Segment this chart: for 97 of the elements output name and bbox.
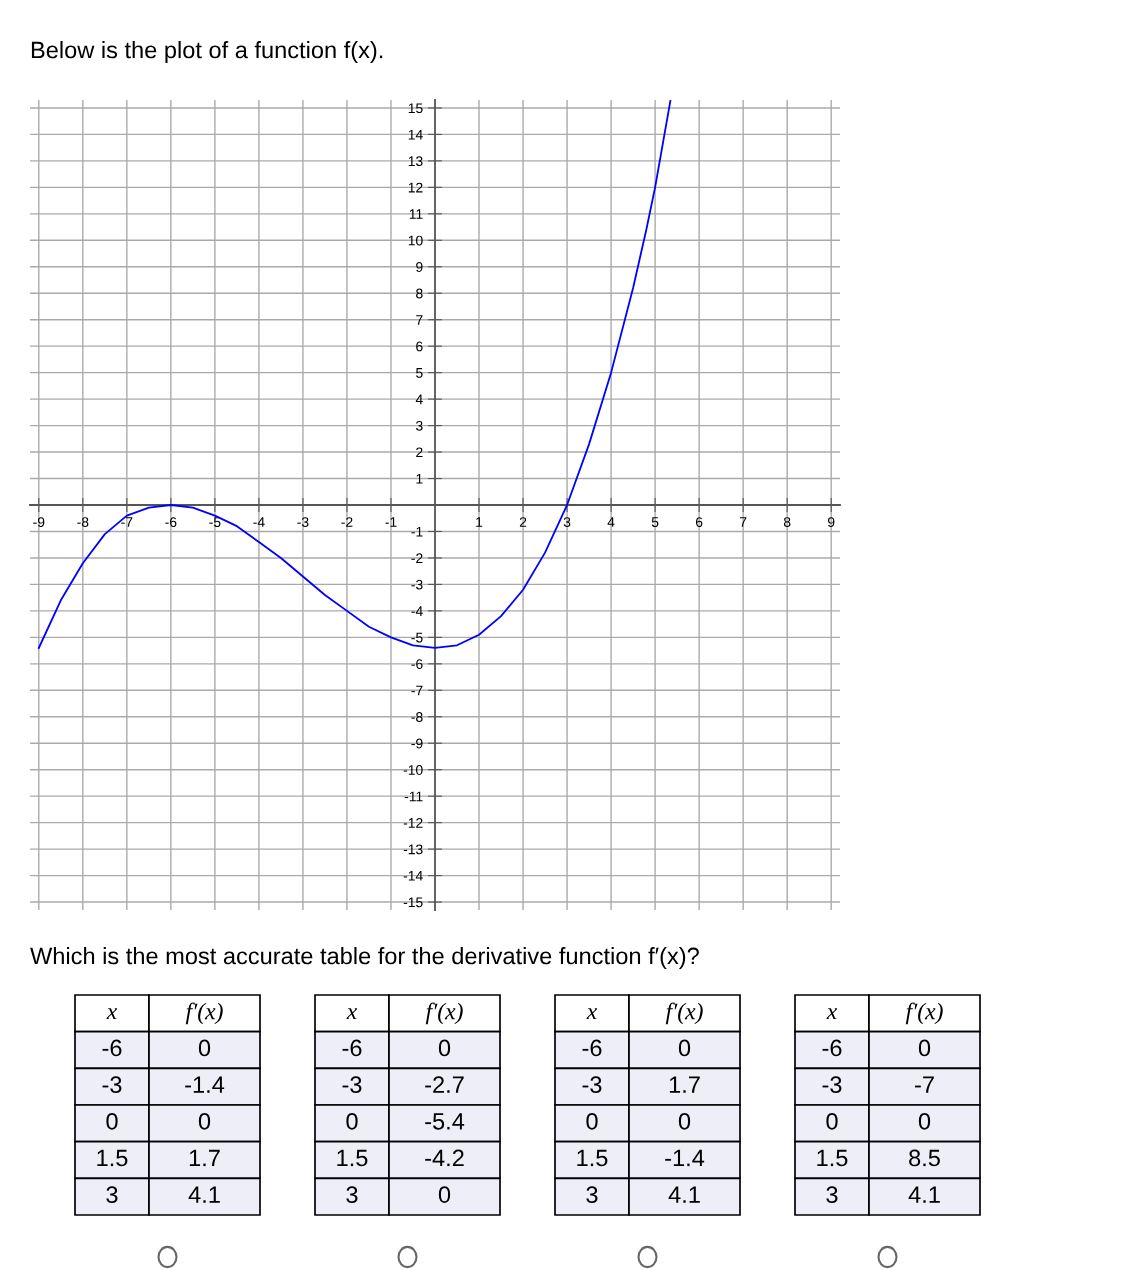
text: 3 <box>346 1186 358 1203</box>
text: 0 <box>826 1112 838 1130</box>
text: 4.1 <box>908 1186 940 1203</box>
y-tick-label: -9 <box>411 738 423 749</box>
x-tick-label: -7 <box>121 517 133 527</box>
x-tick-label: -3 <box>297 517 309 528</box>
y-tick-label: -10 <box>403 765 423 775</box>
x-tick-label: 7 <box>740 517 747 527</box>
text: -5.4 <box>425 1113 465 1130</box>
y-tick-label: -15 <box>403 897 423 908</box>
x-tick-label: -8 <box>77 517 89 528</box>
y-tick-label: 7 <box>416 315 423 325</box>
y-tick-label: -4 <box>411 606 423 616</box>
y-tick-label: -3 <box>411 579 423 590</box>
category-label: f′(x) <box>665 1002 703 1025</box>
text: -6 <box>102 1039 122 1057</box>
y-tick-label: -12 <box>403 817 423 828</box>
x-tick-label: -6 <box>165 517 177 528</box>
y-tick-label: 10 <box>408 235 423 246</box>
category-label: x <box>346 1008 358 1020</box>
x-tick-label: 3 <box>563 517 571 528</box>
category-label: x <box>586 1008 598 1020</box>
text: 0 <box>678 1112 691 1130</box>
y-tick-label: 11 <box>409 209 423 219</box>
x-tick-label: 1 <box>476 517 483 527</box>
text: 0 <box>586 1112 598 1130</box>
y-tick-label: -2 <box>411 553 423 563</box>
text: 3 <box>586 1186 598 1203</box>
text: 0 <box>198 1039 211 1057</box>
text: 0 <box>438 1039 451 1057</box>
text: 0 <box>438 1186 451 1203</box>
text: -6 <box>342 1039 362 1057</box>
y-tick-label: 9 <box>416 262 423 272</box>
text: -6 <box>582 1039 602 1057</box>
y-tick-label: 2 <box>416 447 423 458</box>
y-tick-label: -14 <box>403 871 423 881</box>
y-tick-label: 15 <box>408 103 423 114</box>
text: 0 <box>346 1112 358 1130</box>
text: 0 <box>918 1112 931 1130</box>
x-tick-label: 8 <box>783 517 791 528</box>
y-tick-label: -5 <box>411 632 423 643</box>
text: 3 <box>106 1186 118 1203</box>
text: -4.2 <box>425 1149 464 1167</box>
category-label: x <box>106 1008 118 1020</box>
x-tick-label: 2 <box>519 517 527 527</box>
text: 1.5 <box>97 1149 128 1167</box>
x-tick-label: -9 <box>33 517 45 528</box>
text: 0 <box>198 1112 211 1130</box>
category-label: f′(x) <box>185 1002 223 1025</box>
y-tick-label: 5 <box>416 368 423 378</box>
text: -3 <box>822 1076 842 1093</box>
text: -3 <box>102 1076 122 1093</box>
x-tick-label: -1 <box>385 517 397 527</box>
text: Which is the most accurate table for the derivative function f′(x)? <box>30 946 699 969</box>
text: -6 <box>822 1039 842 1057</box>
text: -1.4 <box>185 1076 225 1093</box>
text: 0 <box>678 1039 691 1057</box>
y-tick-label: 12 <box>408 182 423 193</box>
x-tick-label: 4 <box>607 517 615 527</box>
text: 0 <box>918 1039 931 1057</box>
y-tick-label: 13 <box>408 156 423 167</box>
y-tick-label: -11 <box>404 791 423 802</box>
text: 8.5 <box>909 1149 940 1167</box>
x-tick-label: 5 <box>651 517 659 528</box>
text: -2.7 <box>425 1076 464 1093</box>
y-tick-label: 6 <box>416 341 423 352</box>
text: 1.7 <box>189 1149 220 1167</box>
x-tick-label: 9 <box>827 517 835 528</box>
text: -1.4 <box>665 1149 705 1167</box>
y-tick-label: 14 <box>408 129 423 140</box>
chart-title: Below is the plot of a function f(x). <box>31 41 383 64</box>
text: 1.5 <box>337 1149 368 1167</box>
x-tick-label: 6 <box>695 517 703 528</box>
y-tick-label: 4 <box>415 394 423 405</box>
text: 0 <box>106 1112 118 1130</box>
text: 4.1 <box>668 1186 700 1203</box>
category-label: x <box>826 1008 838 1020</box>
text: 1.5 <box>817 1149 848 1167</box>
x-tick-label: -2 <box>341 517 353 527</box>
y-tick-label: -7 <box>411 685 423 696</box>
text: 3 <box>826 1186 838 1203</box>
y-tick-label: -13 <box>403 844 423 855</box>
y-tick-label: 8 <box>416 288 423 299</box>
text: -3 <box>342 1076 362 1093</box>
text: 1.7 <box>669 1076 700 1093</box>
text: -7 <box>915 1076 934 1093</box>
y-tick-label: 1 <box>416 474 423 484</box>
category-label: f′(x) <box>425 1002 463 1025</box>
y-tick-label: 3 <box>416 420 423 431</box>
y-tick-label: -8 <box>411 712 423 722</box>
category-label: f′(x) <box>905 1002 943 1025</box>
x-tick-label: -4 <box>253 517 265 527</box>
y-tick-label: -1 <box>411 526 423 537</box>
y-tick-label: -6 <box>411 659 423 669</box>
text: -3 <box>582 1076 602 1093</box>
text: 1.5 <box>577 1149 608 1167</box>
text: 4.1 <box>188 1186 220 1203</box>
